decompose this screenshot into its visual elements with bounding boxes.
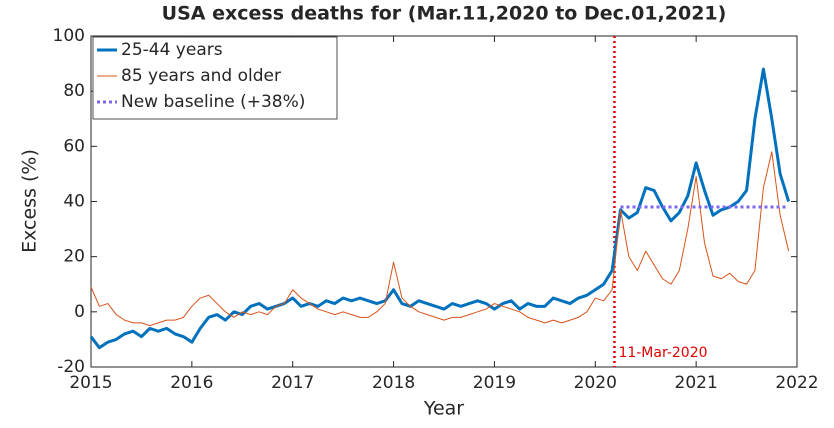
x-tick-label: 2015 [69, 373, 112, 393]
y-tick-label: 60 [63, 136, 85, 156]
x-tick-label: 2021 [675, 373, 718, 393]
y-tick-label: 20 [63, 247, 85, 267]
x-tick-label: 2016 [170, 373, 213, 393]
x-tick-label: 2020 [574, 373, 617, 393]
x-tick-label: 2017 [271, 373, 314, 393]
legend-label: 25-44 years [121, 40, 223, 60]
x-tick-label: 2022 [775, 373, 818, 393]
y-tick-label: 100 [53, 26, 85, 46]
series-line [89, 67, 791, 350]
x-tick-label: 2018 [372, 373, 415, 393]
legend-box [92, 36, 338, 120]
y-tick-label: 0 [74, 302, 85, 322]
y-tick-label: 80 [63, 81, 85, 101]
chart-title: USA excess deaths for (Mar.11,2020 to De… [162, 3, 727, 25]
legend-label: 85 years and older [121, 66, 281, 86]
y-tick-label: -20 [57, 357, 85, 377]
legend-label: New baseline (+38%) [121, 92, 305, 112]
annotation-label: 11-Mar-2020 [618, 345, 707, 361]
x-tick-label: 2019 [473, 373, 516, 393]
y-tick-label: 40 [63, 192, 85, 212]
series-line [90, 151, 790, 327]
y-axis-label: Excess (%) [19, 149, 41, 253]
x-axis-label: Year [423, 398, 464, 420]
